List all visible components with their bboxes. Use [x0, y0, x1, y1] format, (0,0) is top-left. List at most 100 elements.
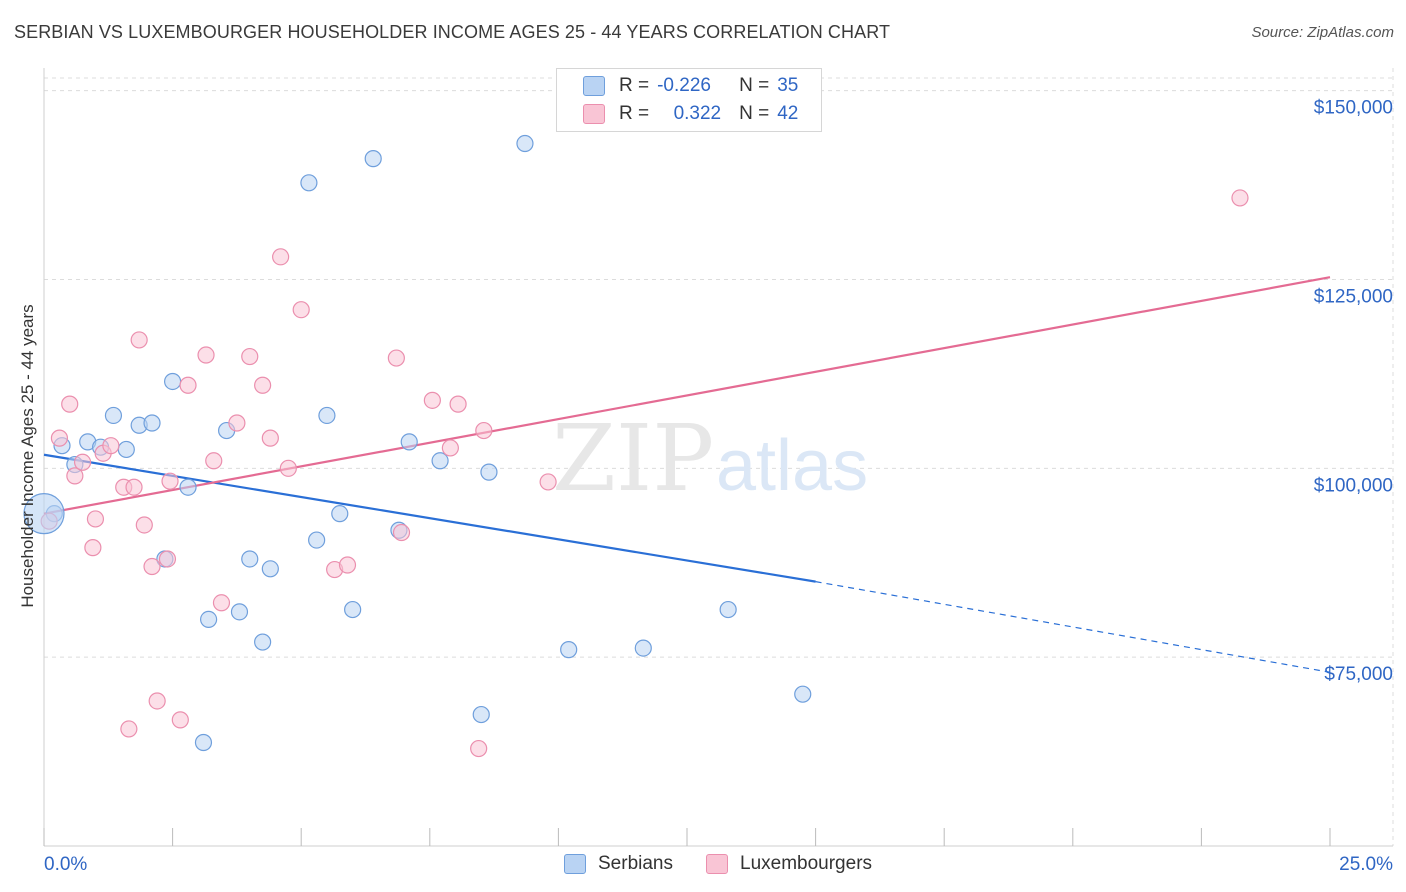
luxembourgers-point [143, 557, 161, 576]
luxembourgers-point [441, 439, 459, 457]
serbians-point [431, 452, 449, 470]
luxembourgers-point [1231, 189, 1249, 207]
serbians-swatch [564, 854, 586, 874]
y-tick-label: $125,000 [1314, 286, 1393, 307]
luxembourgers-point [148, 692, 166, 710]
serbians-point [104, 406, 123, 425]
legend-row-serbians: R = -0.226 N = 35 [583, 73, 798, 99]
serbians-point [344, 600, 362, 619]
serbians-point [560, 641, 578, 659]
luxembourgers-point [279, 459, 297, 477]
serbians-point [719, 600, 737, 619]
serbians-point [364, 150, 382, 168]
serbians-label: Serbians [598, 853, 673, 874]
luxembourgers-point [120, 720, 138, 738]
serbians-point [634, 639, 652, 657]
tick-labels: $75,000 $100,000 $125,000 $150,000 0.0% 25.0% [43, 98, 1393, 875]
serbians-point [117, 440, 135, 459]
r-value: -0.226 [657, 75, 711, 96]
serbians-point [241, 550, 259, 568]
serbians-point [794, 685, 812, 703]
serbians-point [230, 603, 249, 621]
luxembourgers-point [539, 473, 557, 491]
y-axis-label: Householder Income Ages 25 - 44 years [18, 304, 37, 607]
luxembourgers-point [86, 510, 105, 528]
n-label: N = [739, 75, 770, 96]
luxembourgers-point [84, 539, 102, 557]
serbians-point [23, 493, 65, 535]
x-tick-label: 0.0% [44, 854, 87, 875]
luxembourgers-point [161, 472, 179, 490]
legend-item-serbians: Serbians [564, 852, 673, 876]
watermark-zip: ZIP [552, 405, 714, 512]
serbians-point [200, 610, 218, 628]
luxembourgers-point [254, 376, 272, 394]
luxembourgers-point [158, 550, 177, 568]
luxembourgers-point [66, 467, 84, 485]
chart-title: SERBIAN VS LUXEMBOURGER HOUSEHOLDER INCO… [14, 22, 891, 42]
n-label: N = [739, 103, 770, 124]
serbians-point [143, 414, 161, 432]
correlation-legend: R = -0.226 N = 35 R = 0.322 N = 42 [556, 68, 822, 132]
serbians-point [254, 633, 272, 651]
watermark: ZIP atlas [552, 405, 868, 512]
luxembourgers-label: Luxembourgers [740, 853, 873, 874]
luxembourgers-point [272, 248, 290, 266]
serbians-point [308, 531, 326, 549]
luxembourgers-point [212, 594, 231, 612]
luxembourgers-point [73, 453, 92, 471]
luxembourgers-point [205, 452, 223, 470]
serbians-point [179, 478, 197, 496]
serbians-point [516, 134, 534, 153]
luxembourgers-swatch [706, 854, 728, 874]
serbians-point [318, 406, 336, 425]
luxembourgers-point [475, 421, 493, 440]
luxembourgers-point [179, 376, 197, 394]
luxembourgers-point [125, 478, 143, 496]
serbians-point [300, 174, 318, 192]
luxembourgers-point [261, 429, 279, 447]
y-tick-label: $150,000 [1314, 98, 1393, 119]
luxembourgers-point [61, 395, 79, 413]
x-tick-label: 25.0% [1339, 854, 1393, 875]
r-value: 0.322 [673, 103, 722, 124]
luxembourgers-point [228, 414, 246, 432]
y-tick-label: $100,000 [1314, 475, 1393, 496]
data-points [23, 134, 1249, 758]
r-label: R = [619, 75, 650, 96]
chart-source: Source: ZipAtlas.com [1251, 24, 1394, 41]
n-value: 35 [777, 75, 799, 96]
luxembourgers-point [102, 437, 120, 455]
serbians-point [331, 505, 349, 523]
luxembourgers-point [392, 523, 411, 542]
luxembourgers-point [423, 391, 441, 409]
luxembourgers-point [50, 429, 69, 447]
luxembourgers-point [130, 331, 148, 349]
r-label: R = [619, 103, 650, 124]
luxembourgers-point [387, 349, 405, 367]
legend-item-luxembourgers: Luxembourgers [706, 852, 872, 876]
serbians-point [400, 433, 418, 451]
watermark-atlas: atlas [716, 426, 868, 506]
luxembourgers-point [241, 347, 259, 366]
luxembourgers-trend-line [43, 276, 1331, 515]
serbians-point [480, 463, 498, 481]
legend-row-luxembourgers: R = 0.322 N = 42 [583, 101, 798, 127]
axes [43, 68, 1393, 847]
y-tick-label: $75,000 [1324, 664, 1393, 685]
serbians-point [194, 733, 213, 752]
n-value: 42 [777, 103, 799, 124]
luxembourgers-point [135, 516, 153, 534]
serbians-trend-extension [815, 581, 1331, 673]
serbians-point [261, 560, 279, 578]
serbians-swatch [583, 76, 605, 96]
luxembourgers-swatch [583, 104, 605, 124]
luxembourgers-point [292, 301, 310, 319]
serbians-point [164, 372, 182, 391]
serbians-point [472, 705, 490, 724]
luxembourgers-point [338, 556, 357, 574]
luxembourgers-point [197, 346, 215, 364]
luxembourgers-point [449, 395, 467, 413]
luxembourgers-point [470, 739, 488, 758]
luxembourgers-point [171, 711, 189, 729]
